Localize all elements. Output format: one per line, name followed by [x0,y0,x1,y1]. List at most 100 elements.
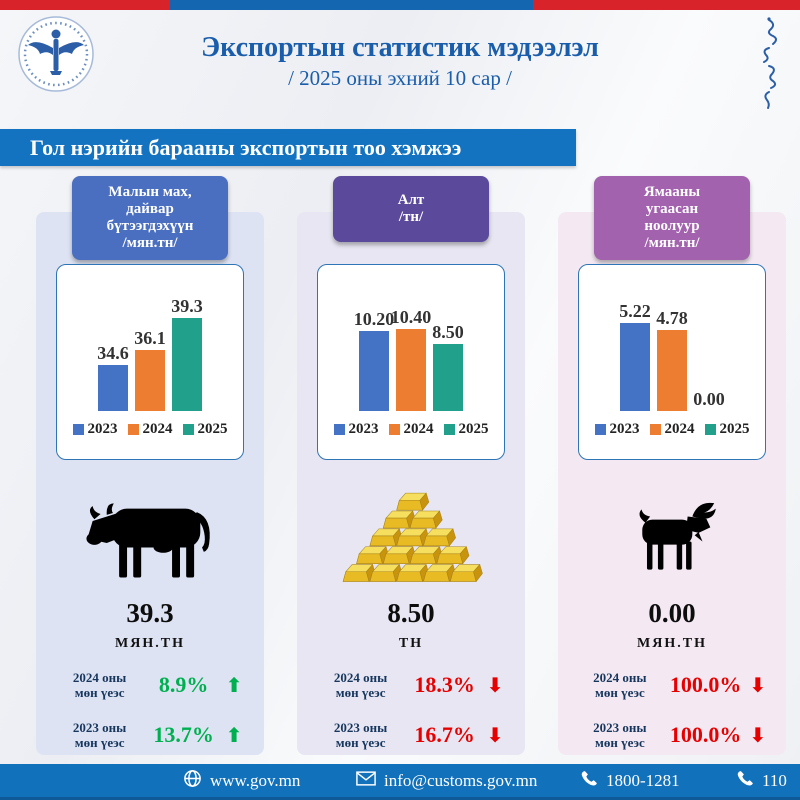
comparison-row-2024: 2024 оны мөн үеэс 100.0% ⬇ [558,662,786,708]
panel-meat-title: Малын мах, дайвар бүтээгдэхүүн /мян.тн/ [72,176,228,260]
comparison-block: 2024 оны мөн үеэс 8.9% ⬆ 2023 оны мөн үе… [36,658,264,758]
top-bar-blue [170,0,533,10]
total-value: 8.50 [387,598,435,628]
bar-value-label: 8.50 [432,322,464,342]
emergency-link[interactable]: 110 [736,764,787,797]
chart-bars: 34.6 36.1 39.3 [57,279,243,411]
globe-icon [183,769,202,793]
legend-item-2023: 2023 [594,421,640,438]
panel-gold-title: Алт /тн/ [333,176,489,242]
panel-meat: Малын мах, дайвар бүтээгдэхүүн /мян.тн/ … [36,176,264,758]
hotline-link[interactable]: 1800-1281 [580,764,680,797]
footer-bar: www.gov.mn info@customs.gov.mn 1800-1281 [0,764,800,800]
legend-swatch [594,424,606,435]
comparison-value: 13.7% [153,722,214,747]
comparison-label: 2023 оны мөн үеэс [72,720,127,750]
goat-icon [558,480,786,592]
phone-icon [580,769,598,792]
section-banner: Гол нэрийн барааны экспортын тоо хэмжээ [0,129,576,166]
total-unit: тн [398,636,424,651]
comparison-label: 2024 оны мөн үеэс [333,670,388,700]
legend-item-2025: 2025 [182,421,228,438]
website-text: www.gov.mn [210,770,301,790]
emergency-text: 110 [762,770,787,790]
comparison-label: 2024 оны мөн үеэс [72,670,127,700]
panel-gold: Алт /тн/ 10.20 10.40 8.50 2023 2024 2025 [297,176,525,758]
legend-year: 2025 [197,421,228,437]
bar-chart-meat: 34.6 36.1 39.3 2023 2024 2025 [57,279,243,438]
legend-swatch [72,424,84,435]
total-value: 0.00 [648,598,696,628]
comparison-value: 100.0% [669,672,742,697]
legend-item-2025: 2025 [704,421,750,438]
legend-item-2024: 2024 [649,421,695,438]
bar-value-label: 10.40 [390,307,432,327]
top-bar-red-left [0,0,170,10]
bar-value-label: 34.6 [97,343,129,363]
comparison-value: 16.7% [414,722,475,747]
bar-value-label: 5.22 [619,301,651,321]
comparison-value: 18.3% [414,672,475,697]
up-arrow-icon: ⬆ [225,673,243,697]
page-title: Экспортын статистик мэдээлэл [201,32,599,63]
panel-cashmere: Ямааны угаасан ноолуур /мян.тн/ 5.22 4.78… [558,176,786,758]
email-text: info@customs.gov.mn [384,770,538,790]
comparison-row-2024: 2024 оны мөн үеэс 8.9% ⬆ [36,662,264,708]
chart-legend: 2023 2024 2025 [318,421,504,438]
bar-value-label: 39.3 [171,296,203,316]
top-color-bar [0,0,800,10]
down-arrow-icon: ⬇ [486,723,504,747]
legend-year: 2023 [609,421,640,437]
legend-year: 2024 [403,421,434,437]
bar-value-label: 36.1 [134,328,166,348]
comparison-label: 2023 оны мөн үеэс [593,720,647,750]
page-subtitle: / 2025 оны эхний 10 сар / [288,66,512,90]
bar-2024: 36.1 [134,328,166,411]
website-link[interactable]: www.gov.mn [183,764,300,797]
gold-bars-icon [297,480,525,592]
bar-2025: 39.3 [171,296,203,411]
chart-card-meat: 34.6 36.1 39.3 2023 2024 2025 [56,264,244,460]
panel-cashmere-title: Ямааны угаасан ноолуур /мян.тн/ [594,176,750,260]
legend-year: 2024 [142,421,173,437]
comparison-row-2024: 2024 оны мөн үеэс 18.3% ⬇ [297,662,525,708]
down-arrow-icon: ⬇ [749,723,767,747]
mongolian-script-icon [756,16,782,112]
down-arrow-icon: ⬇ [486,673,504,697]
chart-card-cashmere: 5.22 4.78 0.00 2023 2024 2025 [578,264,766,460]
chart-legend: 2023 2024 2025 [579,421,765,438]
comparison-label: 2023 оны мөн үеэс [333,720,388,750]
legend-year: 2023 [87,421,118,437]
comparison-row-2023: 2023 оны мөн үеэс 13.7% ⬆ [36,712,264,758]
total-unit: мян.тн [115,636,185,651]
bar-2024: 4.78 [656,308,688,411]
bar-2023: 5.22 [619,301,651,411]
email-link[interactable]: info@customs.gov.mn [356,764,537,797]
bar-2024: 10.40 [391,307,431,411]
legend-year: 2024 [664,421,695,437]
legend-item-2024: 2024 [127,421,173,438]
chart-bars: 5.22 4.78 0.00 [579,279,765,411]
legend-item-2023: 2023 [333,421,379,438]
down-arrow-icon: ⬇ [749,673,767,697]
comparison-block: 2024 оны мөн үеэс 18.3% ⬇ 2023 оны мөн ү… [297,658,525,758]
comparison-value: 100.0% [669,722,742,747]
up-arrow-icon: ⬆ [225,723,243,747]
bar-value-label: 4.78 [656,308,688,328]
legend-item-2025: 2025 [443,421,489,438]
bar-2023: 34.6 [97,343,129,411]
hotline-text: 1800-1281 [606,770,680,790]
comparison-block: 2024 оны мөн үеэс 100.0% ⬇ 2023 оны мөн … [558,658,786,758]
bar-2025: 8.50 [432,322,464,411]
legend-year: 2025 [458,421,489,437]
legend-year: 2025 [719,421,750,437]
legend-year: 2023 [348,421,379,437]
customs-logo-icon [16,14,96,94]
total-unit: мян.тн [637,636,707,651]
bar-2023: 10.20 [354,309,394,411]
chart-bars: 10.20 10.40 8.50 [318,279,504,411]
comparison-label: 2024 оны мөн үеэс [593,670,647,700]
cow-icon [36,480,264,592]
bar-chart-gold: 10.20 10.40 8.50 2023 2024 2025 [318,279,504,438]
